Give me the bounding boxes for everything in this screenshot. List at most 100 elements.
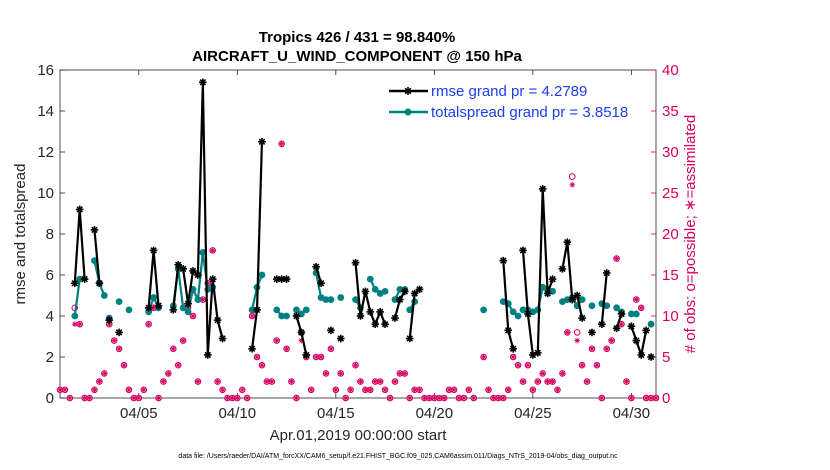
spread-point [125,306,133,314]
rmse-point [327,326,335,335]
obs-assimilated-point [515,362,521,368]
rmse-point [302,351,311,359]
legend-rmse-marker [404,87,412,95]
obs-count-layer [56,140,660,402]
obs-assimilated-point [293,395,300,401]
spread-point [578,296,586,303]
plot-area [59,69,657,399]
obs-assimilated-point [589,346,595,352]
spread-point [293,306,300,314]
y-left-tick-label: 10 [37,185,54,202]
legend-spread-label: totalspread grand pr = 3.8518 [431,104,628,121]
obs-possible-point [568,173,576,180]
obs-assimilated-point [554,387,561,393]
obs-assimilated-point [81,395,88,401]
spread-point [337,294,345,301]
legend: rmse grand pr = 4.2789 totalspread grand… [389,83,628,121]
rmse-point [90,226,99,234]
rmse-point [312,263,320,271]
y-axis-left-label: rmse and totalspread [12,164,29,305]
spread-point [184,308,192,316]
rmse-point [563,238,572,246]
series-rmse [70,78,655,361]
obs-assimilated-point [421,395,428,401]
rmse-line-segment [93,229,101,284]
spread-point [179,304,187,312]
y-right-tick-label: 35 [662,103,679,120]
rmse-point [381,320,389,328]
obs-assimilated-point [643,395,649,401]
obs-assimilated-point [333,387,339,393]
obs-assimilated-point [456,395,462,401]
obs-assimilated-point [136,395,142,401]
rmse-point [292,312,301,320]
obs-assimilated-point [441,395,447,401]
rmse-point [105,316,114,324]
rmse-point [213,316,222,324]
x-tick-label: 04/15 [317,405,355,422]
rmse-point [499,256,508,265]
obs-assimilated-point [224,395,231,401]
obs-assimilated-point [653,395,659,401]
legend-spread-marker [404,108,412,116]
spread-point [150,294,157,301]
obs-assimilated-point [426,395,433,401]
obs-assimilated-point [71,321,78,327]
spread-point [603,302,611,310]
rmse-point [194,271,202,279]
obs-assimilated-point [397,370,403,377]
rmse-point [632,336,641,345]
obs-assimilated-point [67,395,73,401]
y-right-tick-label: 5 [662,349,670,366]
rmse-point [75,205,84,214]
obs-assimilated-point [318,354,324,360]
obs-assimilated-point [342,395,349,401]
rmse-point [376,308,384,316]
obs-assimilated-point [372,378,379,385]
obs-assimilated-point [628,395,635,401]
obs-assimilated-point [584,378,590,385]
rmse-point [627,322,636,331]
y-right-tick-label: 30 [662,144,679,161]
rmse-point [356,312,365,320]
spread-point [480,306,487,314]
obs-assimilated-point [362,387,369,393]
rmse-point [208,275,217,283]
obs-assimilated-point [549,378,556,385]
spread-point [322,296,330,303]
rmse-line-segment [615,313,623,329]
obs-assimilated-point [599,395,605,401]
rmse-point [617,310,626,318]
obs-assimilated-point [525,362,531,368]
obs-assimilated-point [313,354,319,360]
obs-assimilated-point [500,395,507,401]
obs-assimilated-point [121,362,127,368]
obs-assimilated-point [288,378,295,385]
rmse-point [637,351,646,359]
obs-assimilated-point [490,395,497,401]
obs-assimilated-point [254,354,260,360]
rmse-point [258,137,266,146]
obs-assimilated-point [613,255,620,262]
obs-assimilated-point [76,321,83,327]
rmse-point [548,275,557,283]
rmse-point [351,258,360,267]
obs-assimilated-point [259,362,265,368]
rmse-point [602,269,611,277]
obs-assimilated-point [461,395,467,401]
obs-assimilated-point [451,387,457,393]
obs-assimilated-point [249,313,255,319]
obs-assimilated-point [603,346,610,352]
rmse-point [504,326,513,335]
spread-point [258,271,266,279]
obs-assimilated-point [214,378,221,385]
x-tick-label: 04/10 [219,405,257,422]
obs-assimilated-point [160,378,167,385]
spread-point [327,296,335,303]
obs-assimilated-point [569,182,576,188]
obs-assimilated-point [229,395,236,401]
obs-assimilated-point [308,387,315,393]
obs-assimilated-point [367,387,374,393]
obs-assimilated-point [392,378,398,385]
rmse-point [573,291,581,300]
